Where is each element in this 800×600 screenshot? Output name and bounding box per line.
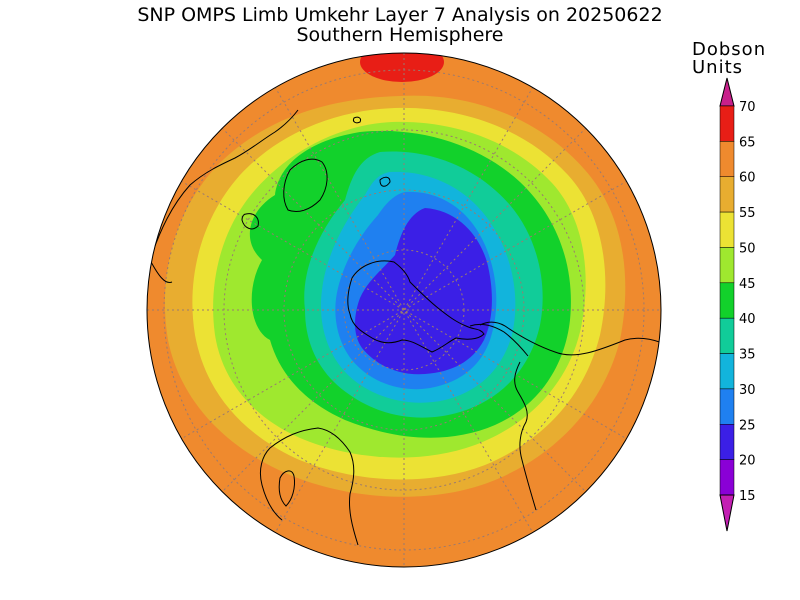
colorbar-tick-label: 45 — [739, 277, 756, 292]
colorbar: 70 65 60 55 50 45 40 35 30 25 20 15 — [719, 77, 756, 532]
chart-title: SNP OMPS Limb Umkehr Layer 7 Analysis on… — [137, 4, 663, 26]
colorbar-tick-label: 70 — [739, 100, 756, 115]
new-zealand-coastline — [283, 158, 328, 213]
colorbar-units-label: Dobson — [692, 39, 767, 60]
colorbar-tick-label: 30 — [739, 383, 756, 398]
colorbar-tick-label: 60 — [739, 171, 756, 186]
colorbar-tick-label: 65 — [739, 135, 756, 150]
colorbar-band — [719, 353, 735, 390]
antarctica-coastline — [347, 260, 485, 353]
colorbar-band — [719, 424, 735, 460]
colorbar-band — [719, 141, 735, 177]
colorbar-tick-label: 40 — [739, 312, 756, 327]
colorbar-band — [719, 388, 735, 425]
colorbar-band — [719, 105, 735, 142]
africa-coastline — [259, 427, 359, 546]
contour-65-70 — [360, 53, 444, 82]
colorbar-band — [719, 459, 735, 496]
graticule — [147, 53, 661, 567]
colorbar-band — [719, 176, 735, 213]
colorbar-tick-label: 15 — [739, 489, 756, 504]
colorbar-band — [719, 317, 735, 354]
tasmania-coastline — [241, 213, 259, 230]
colorbar-band — [719, 211, 735, 248]
colorbar-high-arrow — [719, 77, 735, 107]
colorbar-tick-label: 25 — [739, 418, 756, 433]
south-america-coastline — [479, 321, 661, 511]
colorbar-low-arrow — [719, 494, 735, 532]
map-boundary — [146, 52, 662, 568]
colorbar-tick-label: 35 — [739, 348, 756, 363]
colorbar-units-label-2: Units — [692, 57, 744, 78]
colorbar-tick-label: 20 — [739, 454, 756, 469]
colorbar-band — [719, 247, 735, 284]
ozone-contours — [147, 53, 661, 567]
chart-subtitle: Southern Hemisphere — [296, 24, 504, 46]
coastlines — [149, 109, 661, 546]
colorbar-tick-label: 50 — [739, 241, 756, 256]
madagascar-coastline — [278, 470, 295, 507]
colorbar-tick-label: 55 — [739, 206, 756, 221]
australia-coastline — [149, 109, 299, 284]
island-coastline — [353, 116, 391, 187]
colorbar-band — [719, 282, 735, 319]
